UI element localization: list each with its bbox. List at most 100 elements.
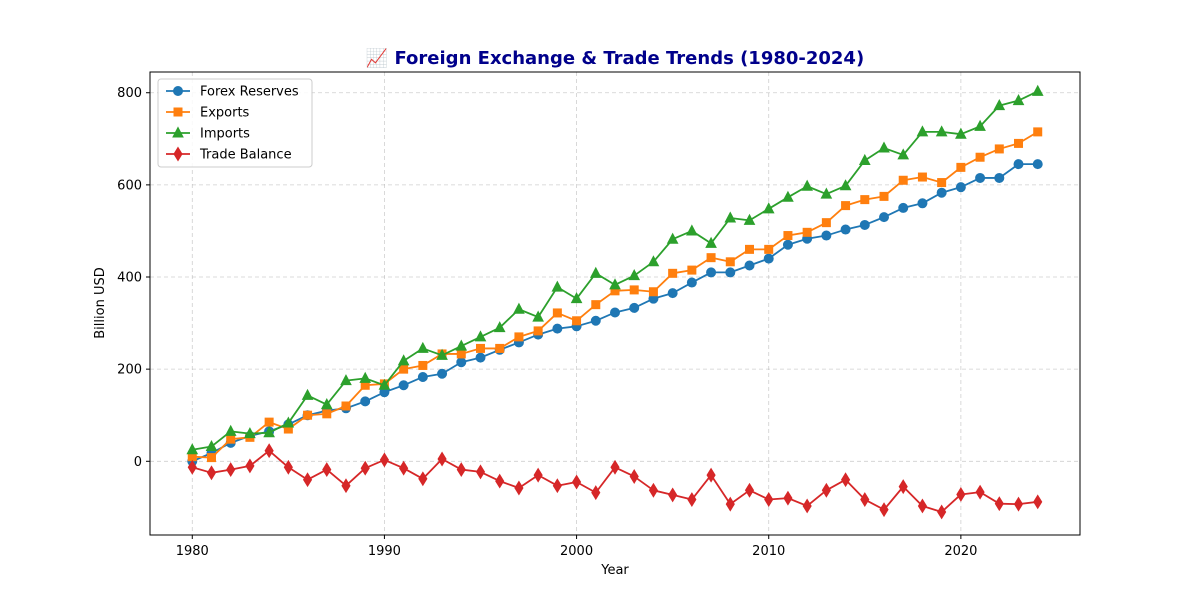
data-point [245,458,255,474]
data-point [860,492,870,507]
data-point [437,451,447,467]
data-point [974,119,986,131]
data-point [341,478,351,494]
data-point [417,341,429,353]
data-point [629,302,640,313]
data-point [802,498,812,514]
data-point [764,492,774,507]
data-point [264,443,274,459]
data-point [782,190,794,202]
data-point [455,339,468,351]
data-point [379,452,390,468]
data-point [859,219,870,230]
data-point [916,125,929,137]
data-point [340,374,352,386]
data-point [206,465,217,481]
legend-marker [172,126,184,138]
legend-item: Exports [166,106,250,121]
data-point [475,343,485,353]
data-point [956,162,966,172]
data-point [224,424,237,436]
data-point [666,232,679,244]
data-point [745,244,755,254]
data-point [378,378,391,390]
data-point [399,460,409,476]
plot-frame [149,71,1081,536]
data-point [762,202,775,214]
data-point [686,224,698,236]
data-point [552,478,562,494]
legend-item: Trade Balance [166,146,292,163]
data-point [1014,138,1024,148]
data-point [572,316,582,326]
data-point [493,321,506,333]
data-point [341,401,351,411]
data-point [436,348,448,360]
data-point [514,332,524,342]
axes-layer: 1980 1990 2000 2010 2020 0 200 400 600 800 [117,86,977,559]
data-point [552,323,563,334]
data-point [801,179,813,191]
data-point [840,224,851,235]
data-point [725,267,736,278]
data-point [1013,159,1024,170]
data-point [706,467,716,483]
data-point [917,198,928,209]
data-point [763,253,774,264]
data-point [532,310,544,322]
data-point [495,343,505,353]
data-point [687,492,697,507]
data-point [302,472,313,488]
legend-label: Imports [200,127,250,142]
data-point [263,426,275,438]
data-point [282,416,295,428]
y-tick-label: 600 [117,178,142,193]
data-point [782,239,793,250]
data-point [936,187,947,198]
data-point [456,462,466,478]
data-point [591,300,601,310]
data-point [283,459,293,475]
data-point [206,453,216,463]
data-point [1013,496,1024,512]
data-point [820,187,833,199]
legend-item: Forex Reserves [166,85,299,100]
data-point [955,182,966,193]
data-point [879,212,890,223]
data-point [628,269,641,281]
data-point [935,125,948,137]
data-point [437,368,448,379]
data-point [629,285,639,295]
data-point [570,292,583,304]
data-point [186,443,199,455]
data-point [495,473,505,489]
data-point [417,371,428,382]
data-point [551,280,564,292]
data-point [860,195,870,205]
data-point [724,211,737,223]
data-point [955,127,967,139]
data-point [898,202,909,213]
data-point [629,469,639,484]
data-point [399,364,409,374]
data-point [322,409,332,419]
data-point [783,231,793,241]
data-point [474,330,487,342]
data-point [360,396,371,407]
data-point [898,479,908,495]
data-point [975,152,985,162]
data-point [1012,93,1025,106]
data-point [303,410,313,420]
series-layer [186,84,1044,520]
data-point [841,201,851,211]
data-point [591,485,601,501]
data-point [514,480,524,496]
data-point [1031,84,1044,96]
data-point [897,148,910,160]
data-point [513,302,525,314]
data-point [744,482,755,498]
data-point [226,462,236,478]
x-tick-label: 2000 [560,544,593,559]
data-point [668,268,678,278]
